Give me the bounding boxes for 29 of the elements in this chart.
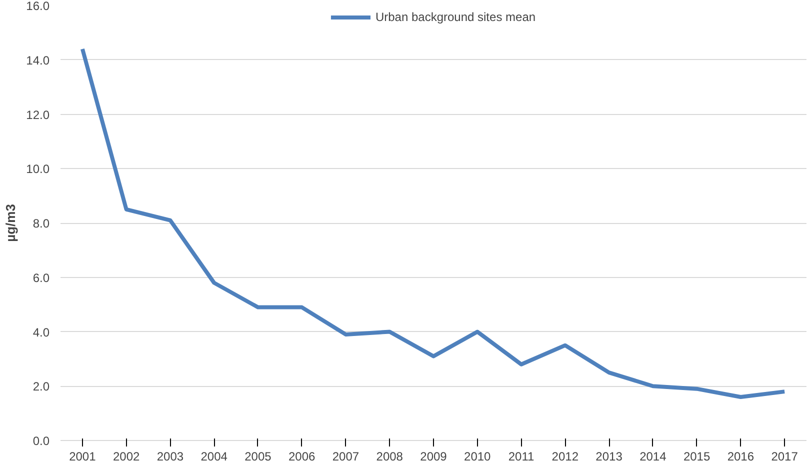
x-tick-label: 2001 — [69, 450, 96, 463]
y-tick-label: 2.0 — [32, 380, 50, 394]
x-tick-label: 2012 — [552, 450, 579, 463]
y-tick-label: 4.0 — [32, 325, 50, 340]
x-tick-label: 2004 — [200, 450, 228, 463]
x-tick-label: 2011 — [508, 450, 534, 463]
y-tick-label: 0.0 — [32, 434, 50, 448]
y-tick-label: 6.0 — [32, 270, 50, 285]
x-tick-label: 2014 — [640, 450, 667, 463]
y-tick-label: 10.0 — [26, 162, 50, 176]
x-tick-label: 2015 — [683, 450, 710, 463]
x-tick-label: 2009 — [420, 450, 448, 463]
x-tick-label: 2002 — [112, 450, 140, 463]
y-axis-title: µg/m3 — [3, 204, 18, 242]
y-tick-label: 14.0 — [26, 53, 50, 68]
line-series — [80, 47, 787, 399]
y-tick-label: 8.0 — [32, 216, 50, 230]
y-tick-label: 12.0 — [26, 108, 50, 122]
x-tick-label: 2008 — [376, 450, 404, 463]
x-tick-label: 2006 — [288, 450, 316, 463]
x-tick-label: 2005 — [244, 450, 272, 463]
x-tick-label: 2003 — [156, 450, 184, 463]
x-tick-label: 2016 — [727, 450, 754, 463]
x-tick-label: 2007 — [332, 450, 360, 463]
y-tick-label: 16.0 — [26, 0, 50, 13]
legend-label: Urban background sites mean — [375, 10, 536, 24]
x-tick-label: 2013 — [596, 450, 623, 463]
x-tick-label: 2010 — [464, 450, 492, 463]
x-tick-label: 2017 — [771, 450, 798, 463]
